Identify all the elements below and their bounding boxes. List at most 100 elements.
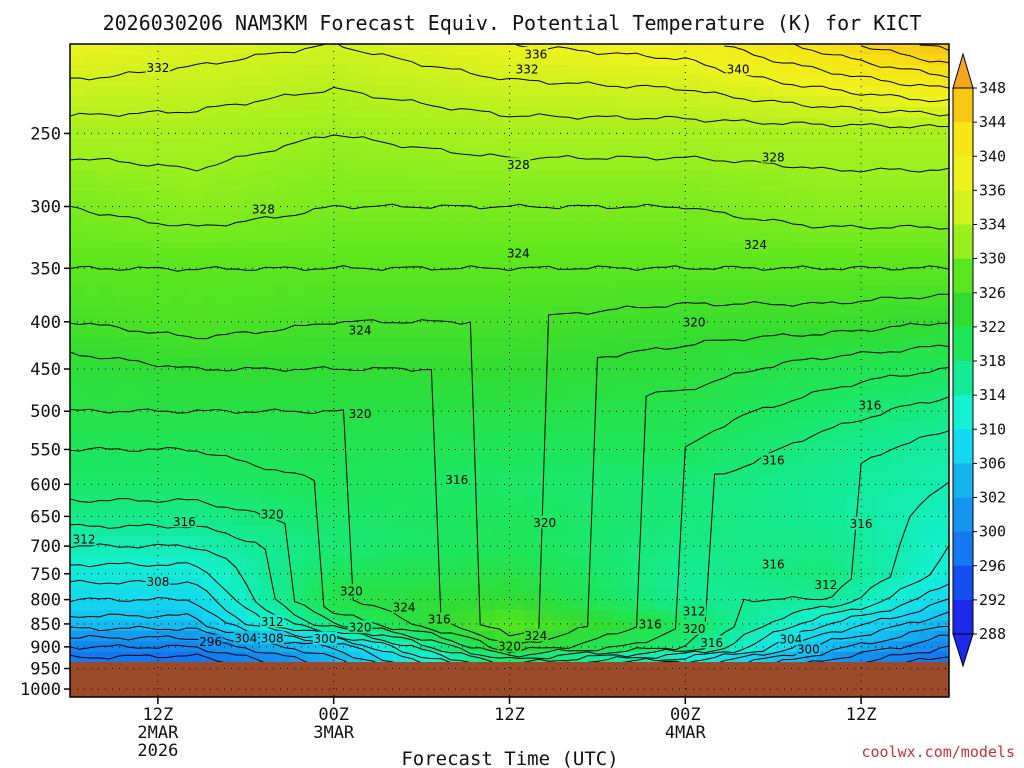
field-cell [758,620,774,632]
field-cell [919,169,935,181]
field-cell [758,201,774,213]
field-cell [421,400,437,412]
field-cell [919,316,935,328]
field-cell [831,494,848,506]
field-cell [84,410,100,422]
field-cell [260,190,276,202]
field-cell [656,567,672,579]
x-tick-label: 2026 [137,741,178,761]
field-cell [641,232,657,244]
field-cell [113,526,130,538]
field-cell [612,85,628,97]
field-cell [289,578,305,590]
field-cell [187,620,203,632]
field-cell [787,211,804,223]
field-cell [70,96,86,108]
field-cell [553,117,569,129]
field-cell [934,452,949,464]
field-cell [406,473,423,485]
field-cell [363,463,379,475]
field-cell [597,159,613,171]
field-cell [231,442,247,454]
field-cell [70,421,86,433]
field-cell [817,400,833,412]
field-cell [905,641,921,653]
contour-label: 340 [725,62,751,77]
field-cell [363,169,379,181]
field-cell [406,305,423,318]
field-cell [84,337,100,349]
field-cell [231,243,247,255]
field-cell [729,526,745,538]
field-cell [494,127,511,139]
field-cell [128,641,144,653]
field-cell [187,243,203,255]
field-cell [304,96,320,108]
field-cell [582,410,598,422]
field-cell [817,326,833,338]
field-cell [406,515,423,527]
field-cell [758,609,774,621]
field-cell [773,159,789,171]
field-cell [216,557,232,569]
field-cell [568,651,584,663]
field-cell [201,546,218,559]
field-cell [714,484,730,496]
field-cell [612,222,628,234]
field-cell [934,253,949,265]
field-cell [392,190,408,202]
field-cell [231,305,247,318]
field-cell [348,463,364,475]
field-cell [905,494,921,506]
field-cell [568,232,584,244]
field-cell [743,148,760,160]
field-cell [670,75,686,87]
field-cell [670,243,686,255]
field-cell [450,463,467,475]
field-cell [802,326,818,338]
field-cell [729,243,745,255]
field-cell [406,620,423,632]
field-cell [231,526,247,538]
field-cell [714,452,730,464]
field-cell [304,337,320,349]
x-axis-title: Forecast Time (UTC) [401,748,618,768]
contour-label: 320 [347,620,373,635]
field-cell [787,379,804,391]
field-cell [392,358,408,370]
field-cell [612,442,628,454]
field-cell [509,463,525,475]
field-cell [787,305,804,318]
field-cell [685,138,701,150]
field-cell [289,253,305,265]
field-cell [465,526,481,538]
field-cell [231,85,247,97]
field-cell [787,180,804,192]
field-cell [509,379,525,391]
field-cell [363,557,379,569]
field-cell [421,557,437,569]
field-cell [275,54,291,66]
field-cell [363,106,379,118]
contour-label: 320 [339,584,364,599]
field-cell [524,232,540,244]
field-cell [465,64,481,77]
field-cell [919,536,935,548]
field-cell [787,368,804,380]
field-cell [421,75,437,87]
field-cell [787,484,804,496]
field-cell [538,494,555,506]
field-cell [113,96,130,108]
field-cell [714,410,730,422]
field-cell [319,232,335,244]
field-cell [509,400,525,412]
field-cell [494,557,511,569]
contour-line-320 [70,344,949,653]
field-cell [172,442,188,454]
field-cell [348,316,364,328]
field-cell [714,463,730,475]
field-cell [641,44,657,56]
field-cell [406,505,423,517]
x-tick-label: 4MAR [665,723,707,743]
contour-label-text: 300 [797,643,820,657]
